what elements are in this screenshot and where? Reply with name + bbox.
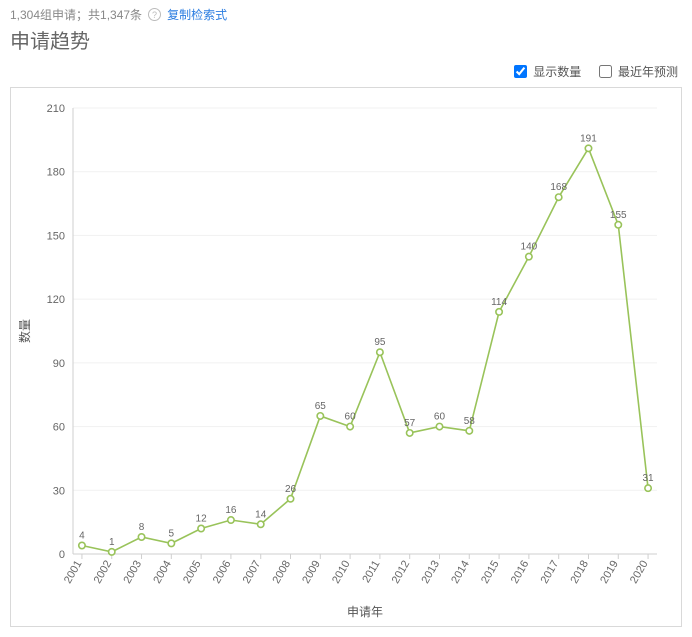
legend-forecast-checkbox[interactable] — [599, 65, 612, 78]
data-point[interactable] — [317, 413, 323, 419]
data-point-label: 4 — [79, 531, 85, 542]
x-tick-label: 2001 — [62, 559, 85, 586]
data-point-label: 140 — [521, 242, 538, 253]
y-tick-label: 90 — [53, 358, 65, 370]
data-point[interactable] — [198, 525, 204, 531]
x-tick-label: 2007 — [241, 559, 264, 586]
data-point-label: 191 — [580, 133, 597, 144]
x-tick-label: 2015 — [479, 559, 502, 586]
legend-show-count[interactable]: 显示数量 — [510, 65, 585, 79]
x-tick-label: 2005 — [181, 559, 204, 586]
data-point-label: 65 — [315, 401, 327, 412]
y-tick-label: 120 — [47, 294, 65, 306]
x-tick-label: 2006 — [211, 559, 234, 586]
data-point-label: 57 — [404, 418, 416, 429]
x-tick-label: 2009 — [300, 559, 323, 586]
x-tick-label: 2013 — [419, 559, 442, 586]
data-point[interactable] — [555, 194, 561, 200]
data-point-label: 168 — [550, 182, 567, 193]
y-tick-label: 150 — [47, 230, 65, 242]
x-tick-label: 2002 — [92, 559, 115, 586]
data-point[interactable] — [466, 428, 472, 434]
data-point[interactable] — [615, 222, 621, 228]
data-point-label: 60 — [345, 412, 357, 423]
info-icon[interactable]: ? — [148, 8, 161, 21]
data-point-label: 12 — [196, 514, 208, 525]
x-tick-label: 2018 — [568, 559, 591, 586]
data-point-label: 95 — [374, 337, 386, 348]
y-tick-label: 210 — [47, 103, 65, 115]
x-tick-label: 2011 — [360, 559, 382, 585]
data-point[interactable] — [228, 517, 234, 523]
data-point[interactable] — [645, 485, 651, 491]
y-tick-label: 180 — [47, 167, 65, 179]
data-point-label: 5 — [169, 528, 175, 539]
x-tick-label: 2003 — [121, 559, 144, 586]
data-point-label: 155 — [610, 210, 627, 221]
x-tick-label: 2020 — [628, 559, 651, 586]
data-point[interactable] — [109, 549, 115, 555]
data-point-label: 26 — [285, 484, 297, 495]
data-point-label: 31 — [642, 473, 654, 484]
x-tick-label: 2008 — [270, 559, 293, 586]
page-title: 申请趋势 — [0, 25, 692, 58]
summary-text: 1,304组申请；共1,347条 — [10, 6, 142, 23]
data-point-label: 1 — [109, 537, 115, 548]
data-point-label: 8 — [139, 522, 145, 533]
x-tick-label: 2019 — [598, 559, 621, 586]
data-point-label: 114 — [491, 297, 507, 308]
y-tick-label: 0 — [59, 549, 65, 561]
data-point[interactable] — [168, 540, 174, 546]
legend-forecast[interactable]: 最近年预测 — [595, 65, 678, 79]
series-line — [82, 148, 648, 552]
data-point[interactable] — [526, 253, 532, 259]
data-point[interactable] — [496, 309, 502, 315]
x-tick-label: 2004 — [151, 559, 174, 586]
x-tick-label: 2012 — [390, 559, 413, 586]
data-point-label: 60 — [434, 412, 446, 423]
data-point[interactable] — [406, 430, 412, 436]
legend-show-count-label: 显示数量 — [533, 65, 581, 79]
summary-bar: 1,304组申请；共1,347条 ? 复制检索式 — [0, 0, 692, 25]
x-tick-label: 2017 — [539, 559, 562, 586]
legend-forecast-label: 最近年预测 — [618, 65, 678, 79]
data-point[interactable] — [347, 423, 353, 429]
data-point[interactable] — [138, 534, 144, 540]
data-point[interactable] — [377, 349, 383, 355]
x-tick-label: 2014 — [449, 559, 472, 586]
data-point[interactable] — [436, 423, 442, 429]
copy-search-link[interactable]: 复制检索式 — [167, 6, 227, 23]
data-point[interactable] — [585, 145, 591, 151]
chart-legend: 显示数量 最近年预测 — [10, 58, 682, 87]
data-point[interactable] — [258, 521, 264, 527]
data-point-label: 14 — [255, 509, 267, 520]
y-tick-label: 30 — [53, 485, 65, 497]
chart-container: 0 30 60 90 120 150 180 210 2001 2002 2003 2004 2005 2… — [10, 87, 682, 627]
data-point-label: 58 — [464, 416, 476, 427]
data-point[interactable] — [79, 542, 85, 548]
x-tick-label: 2010 — [330, 559, 353, 586]
y-axis-label: 数量 — [17, 319, 32, 343]
x-tick-label: 2016 — [509, 559, 532, 586]
data-point-label: 16 — [225, 505, 237, 516]
y-tick-label: 60 — [53, 422, 65, 434]
trend-line-chart: 0 30 60 90 120 150 180 210 2001 2002 2003 2004 2005 2… — [11, 88, 681, 626]
data-point[interactable] — [287, 496, 293, 502]
legend-show-count-checkbox[interactable] — [514, 65, 527, 78]
